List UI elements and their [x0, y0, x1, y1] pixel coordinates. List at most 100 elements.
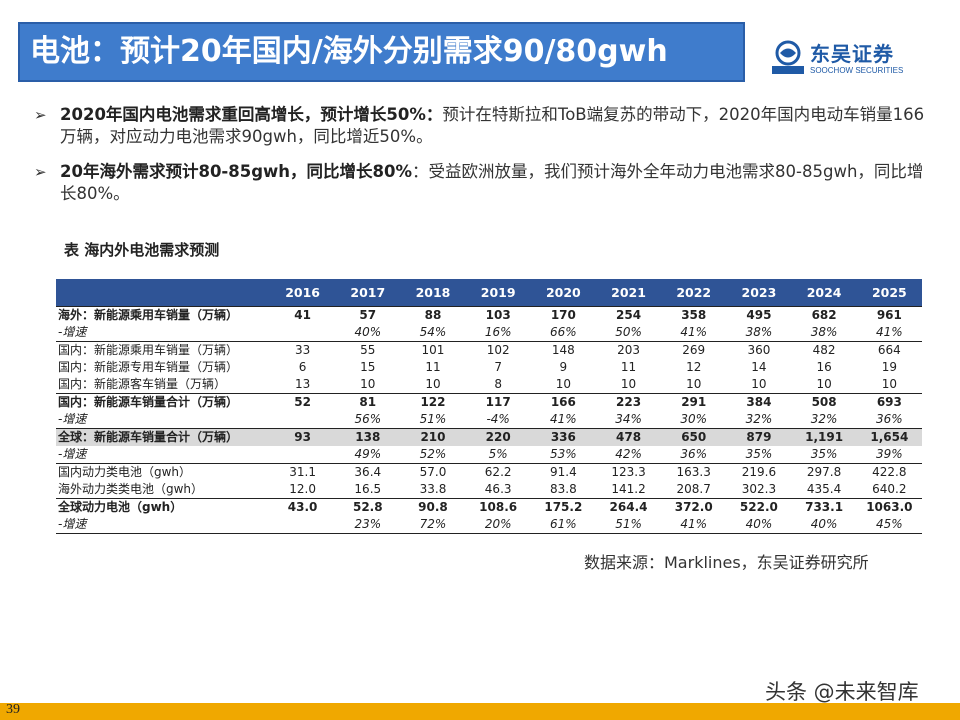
table-cell: 57 — [335, 306, 401, 324]
bullet-heading: 2020年国内电池需求重回高增长，预计增长50%： — [60, 105, 443, 124]
table-cell: 123.3 — [595, 463, 662, 481]
table-cell: 495 — [726, 306, 792, 324]
table-cell: 41% — [661, 324, 727, 342]
table-cell: 108.6 — [465, 498, 531, 516]
table-cell: 10 — [425, 377, 441, 391]
table-cell: 650 — [661, 428, 727, 446]
data-source-note: 数据来源：Marklines，东吴证券研究所 — [584, 553, 869, 572]
table-cell: 35% — [726, 446, 792, 464]
table-cell: 693 — [856, 393, 922, 411]
table-cell: 41% — [530, 411, 596, 429]
table-cell: 19 — [881, 360, 897, 374]
table-row: -增速 56% 51% -4% 41% 34% 30% 32% 32% 36% — [56, 411, 922, 429]
table-cell: 46.3 — [484, 482, 512, 496]
table-cell: -4% — [465, 411, 531, 429]
table-cell: 12.0 — [289, 482, 316, 496]
table-header-row: 2016 2017 2018 2019 2020 2021 2022 2023 2024 2025 — [56, 279, 922, 307]
table-cell: 32% — [791, 411, 857, 429]
table-cell: 10 — [816, 377, 832, 391]
table-row: 海外动力类类电池（gwh） 12.0 16.5 33.8 46.3 83.8 141.2 20… — [56, 481, 922, 499]
year-header: 2019 — [465, 279, 531, 307]
table-row: -增速 40% 54% 16% 66% 50% 41% 38% 38% 41% — [56, 324, 922, 342]
table-cell: 148 — [530, 341, 596, 359]
table-cell: 38% — [726, 324, 792, 342]
row-label: 国内：新能源车销量合计（万辆） — [56, 393, 270, 411]
table-cell: 210 — [400, 428, 466, 446]
table-cell: 40% — [335, 324, 401, 342]
table-cell: 6 — [298, 360, 307, 374]
table-cell: 7 — [494, 360, 502, 374]
bullet-text: 预计在特斯拉和ToB端复苏的带动下，2020年国内电动车销量166万辆，对应动力… — [60, 105, 925, 146]
table-cell: 961 — [856, 306, 922, 324]
bullet-item: ➢ 2020年国内电池需求重回高增长，预计增长50%：预计在特斯拉和ToB端复苏… — [34, 104, 934, 148]
table-cell: 10 — [751, 377, 767, 391]
logo-mark-icon — [772, 40, 804, 74]
battery-demand-table: 2016 2017 2018 2019 2020 2021 2022 2023 2024 2025… — [56, 279, 922, 534]
table-cell: 11 — [425, 360, 441, 374]
row-label: 国内：新能源客车销量（万辆） — [58, 377, 227, 391]
table-cell: 91.4 — [530, 463, 596, 481]
table-row: 国内：新能源客车销量（万辆） 13 10 10 8 10 10 10 10 10 10 — [56, 376, 922, 394]
table-cell: 35% — [791, 446, 857, 464]
table-cell: 52.8 — [335, 498, 401, 516]
year-header: 2016 — [270, 279, 336, 307]
bullet-arrow-icon: ➢ — [34, 106, 47, 124]
table-cell: 36% — [856, 411, 922, 429]
table-cell: 51% — [595, 516, 662, 534]
table-cell: 20% — [465, 516, 531, 534]
row-label: 全球：新能源车销量合计（万辆） — [56, 428, 270, 446]
table-cell: 61% — [530, 516, 596, 534]
table-cell: 56% — [335, 411, 401, 429]
bullet-heading: 20年海外需求预计80-85gwh，同比增长80% — [60, 162, 413, 181]
table-cell: 55 — [335, 341, 401, 359]
table-cell: 31.1 — [270, 463, 336, 481]
table-cell — [270, 446, 336, 464]
table-cell: 15 — [360, 360, 376, 374]
table-cell: 90.8 — [400, 498, 466, 516]
table-cell: 43.0 — [270, 498, 336, 516]
table-cell: 88 — [400, 306, 466, 324]
table-cell: 54% — [400, 324, 466, 342]
table-cell: 640.2 — [872, 482, 907, 496]
row-label: 海外动力类类电池（gwh） — [58, 482, 204, 496]
table-header-corner — [56, 279, 270, 307]
table-cell: 264.4 — [595, 498, 662, 516]
row-label: -增速 — [56, 516, 270, 534]
table-cell: 81 — [335, 393, 401, 411]
table-cell: 13 — [294, 377, 311, 391]
table-cell — [270, 411, 336, 429]
table-cell: 10 — [881, 377, 897, 391]
table-cell: 36% — [661, 446, 727, 464]
table-cell — [270, 324, 336, 342]
table-cell: 336 — [530, 428, 596, 446]
table-cell: 16.5 — [354, 482, 382, 496]
bullet-list: ➢ 2020年国内电池需求重回高增长，预计增长50%：预计在特斯拉和ToB端复苏… — [34, 104, 934, 218]
table-cell: 203 — [595, 341, 662, 359]
bullet-item: ➢ 20年海外需求预计80-85gwh，同比增长80%：受益欧洲放量，我们预计海… — [34, 161, 934, 205]
table-cell: 163.3 — [661, 463, 727, 481]
table-cell: 879 — [726, 428, 792, 446]
table-cell — [270, 516, 336, 534]
year-header: 2018 — [400, 279, 466, 307]
table-cell: 53% — [530, 446, 596, 464]
year-header: 2023 — [726, 279, 792, 307]
row-label: -增速 — [56, 324, 270, 342]
table-cell: 52 — [270, 393, 336, 411]
table-cell: 220 — [465, 428, 531, 446]
table-cell: 297.8 — [791, 463, 857, 481]
table-cell: 360 — [726, 341, 792, 359]
table-row: 国内：新能源专用车销量（万辆） 6 15 11 7 9 11 12 14 16 19 — [56, 359, 922, 376]
table-cell: 103 — [465, 306, 531, 324]
table-cell: 41 — [270, 306, 336, 324]
table-cell: 83.8 — [549, 482, 577, 496]
table-cell: 478 — [595, 428, 662, 446]
table-cell: 291 — [661, 393, 727, 411]
table-cell: 23% — [335, 516, 401, 534]
table-cell: 1063.0 — [856, 498, 922, 516]
table-cell: 664 — [856, 341, 922, 359]
table-cell: 51% — [400, 411, 466, 429]
row-label: 国内：新能源专用车销量（万辆） — [58, 360, 239, 374]
page-number: 39 — [6, 702, 20, 717]
table-cell: 62.2 — [465, 463, 531, 481]
table-cell: 384 — [726, 393, 792, 411]
